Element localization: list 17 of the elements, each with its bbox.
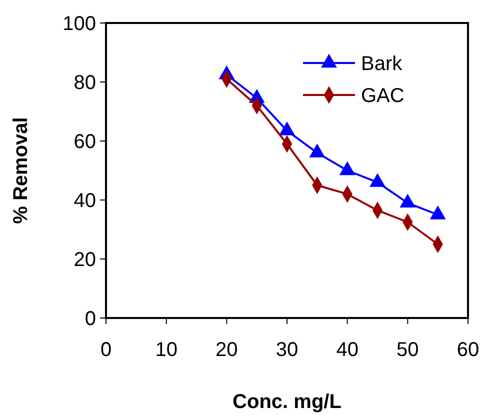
x-tick-label: 10 <box>155 339 178 361</box>
x-tick-label: 0 <box>100 339 112 361</box>
y-tick-label: 20 <box>74 249 96 271</box>
x-tick-label: 40 <box>336 339 358 361</box>
y-tick-label: 100 <box>62 13 96 35</box>
legend-label: Bark <box>361 53 404 75</box>
x-axis-title: Conc. mg/L <box>232 391 342 413</box>
y-tick-label: 80 <box>74 72 96 94</box>
y-tick-label: 0 <box>84 308 96 330</box>
y-axis-title: % Removal <box>10 117 32 224</box>
x-tick-label: 60 <box>456 339 480 361</box>
y-tick-label: 40 <box>74 190 96 212</box>
x-tick-label: 30 <box>276 339 298 361</box>
x-tick-label: 50 <box>396 339 419 361</box>
y-tick-label: 60 <box>74 131 96 153</box>
x-tick-label: 20 <box>216 339 238 361</box>
legend-label: GAC <box>361 85 404 107</box>
